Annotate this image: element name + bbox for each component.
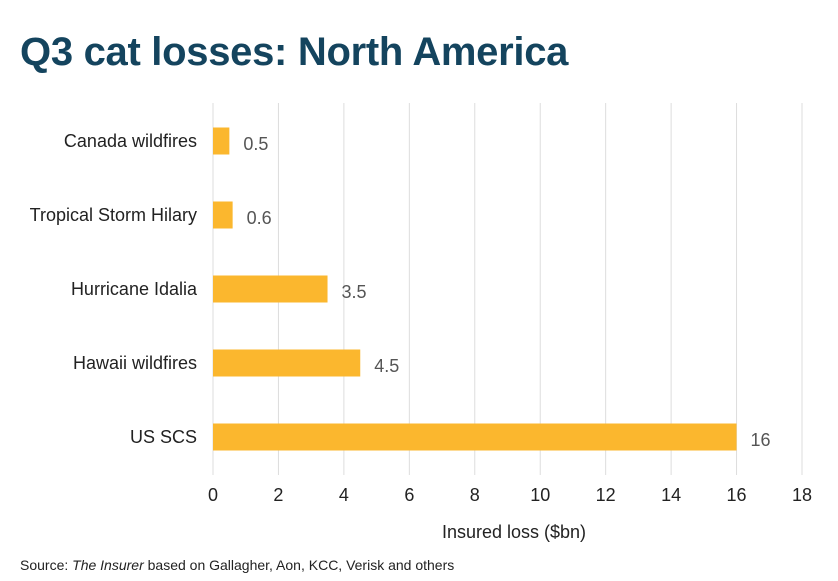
category-label: Hurricane Idalia xyxy=(71,279,198,299)
bar-chart: 0 2 4 6 8 10 12 14 16 18 Canada wildfires 0.5 Tropic… xyxy=(30,103,812,542)
source-publication: The Insurer xyxy=(72,557,144,573)
source-prefix: Source: xyxy=(20,557,73,573)
bar xyxy=(213,349,361,377)
x-tick-label: 6 xyxy=(404,485,414,505)
x-axis-title: Insured loss ($bn) xyxy=(442,522,586,542)
data-label: 4.5 xyxy=(374,356,399,376)
x-tick-label: 2 xyxy=(273,485,283,505)
data-label: 0.6 xyxy=(247,208,272,228)
x-tick-label: 12 xyxy=(596,485,616,505)
x-tick-label: 10 xyxy=(530,485,550,505)
category-label: Hawaii wildfires xyxy=(73,353,197,373)
x-tick-label: 14 xyxy=(661,485,681,505)
labels: 0 2 4 6 8 10 12 14 16 18 Canada wildfires 0.5 Tropic… xyxy=(30,131,812,505)
data-label: 3.5 xyxy=(342,282,367,302)
bar xyxy=(213,127,230,155)
x-tick-label: 8 xyxy=(470,485,480,505)
source-suffix: based on Gallagher, Aon, KCC, Verisk and… xyxy=(143,557,455,573)
bar xyxy=(213,275,328,303)
chart-title: Q3 cat losses: North America xyxy=(20,30,569,74)
category-label: US SCS xyxy=(130,427,197,447)
data-label: 16 xyxy=(751,430,771,450)
category-label: Canada wildfires xyxy=(64,131,197,151)
x-tick-label: 0 xyxy=(208,485,218,505)
x-tick-label: 18 xyxy=(792,485,812,505)
bar xyxy=(213,201,233,229)
bar xyxy=(213,423,737,451)
source-note: Source: The Insurer based on Gallagher, … xyxy=(20,557,454,573)
x-tick-label: 4 xyxy=(339,485,349,505)
category-label: Tropical Storm Hilary xyxy=(30,205,197,225)
bars xyxy=(213,127,737,451)
data-label: 0.5 xyxy=(243,134,268,154)
x-tick-label: 16 xyxy=(727,485,747,505)
